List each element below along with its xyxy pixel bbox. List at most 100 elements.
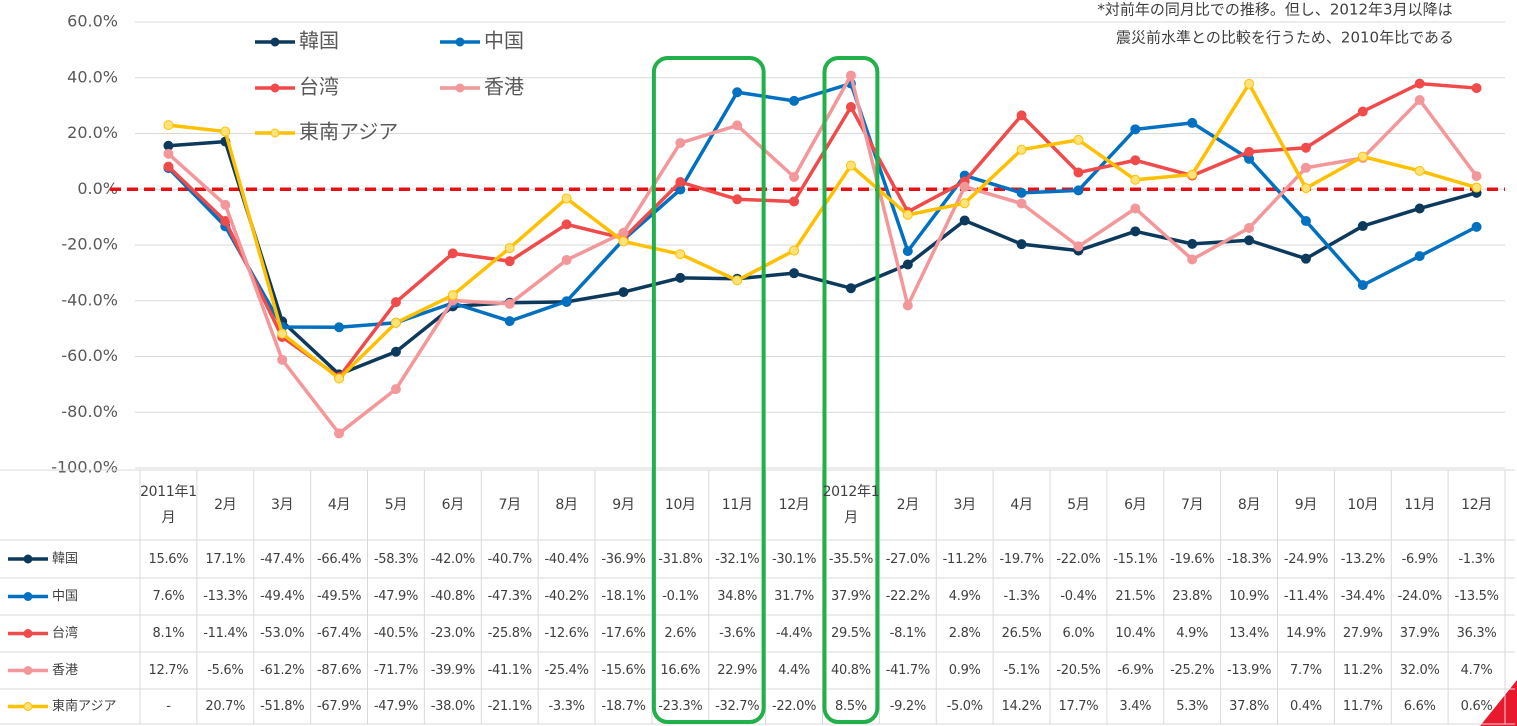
- legend-label: 韓国: [299, 29, 339, 53]
- table-value: 27.9%: [1342, 626, 1383, 641]
- data-point: [1130, 174, 1141, 185]
- data-point: [163, 148, 174, 159]
- legend-marker: [23, 592, 33, 601]
- table-value: -17.6%: [601, 626, 646, 641]
- data-point: [1130, 155, 1141, 166]
- data-point: [789, 196, 800, 207]
- table-value: -15.6%: [601, 663, 646, 678]
- table-value: -41.7%: [885, 663, 931, 678]
- legend-marker: [23, 666, 33, 675]
- legend-marker: [23, 702, 33, 711]
- table-value: 37.8%: [1229, 699, 1269, 714]
- data-point: [1414, 251, 1425, 262]
- data-point: [390, 317, 401, 328]
- data-point: [845, 102, 856, 113]
- table-value: -42.0%: [430, 551, 476, 567]
- x-tick-label: 2月: [896, 497, 920, 513]
- data-point: [1414, 78, 1425, 89]
- table-value: 4.9%: [948, 589, 981, 604]
- table-value: 17.1%: [205, 551, 246, 567]
- data-point: [1414, 203, 1425, 214]
- legend-marker: [270, 37, 280, 47]
- table-value: -9.2%: [889, 699, 927, 714]
- table-value: 14.9%: [1286, 626, 1326, 641]
- table-value: -67.4%: [316, 626, 362, 641]
- table-value: -19.7%: [999, 551, 1044, 567]
- data-point: [1187, 117, 1198, 128]
- table-row-name: 韓国: [52, 552, 78, 567]
- table-value: -31.8%: [658, 551, 703, 567]
- data-point: [845, 70, 856, 81]
- table-value: 16.6%: [660, 663, 701, 678]
- legend-marker: [23, 554, 33, 564]
- table-value: -8.1%: [889, 626, 927, 641]
- data-point: [1187, 169, 1198, 180]
- table-value: -6.9%: [1401, 551, 1439, 567]
- table-value: -24.0%: [1397, 589, 1443, 604]
- x-tick-label: 7月: [498, 497, 522, 513]
- legend-marker: [270, 83, 280, 93]
- data-point: [277, 354, 288, 365]
- data-point: [1244, 235, 1255, 246]
- table-value: -24.9%: [1283, 551, 1329, 567]
- x-tick-label: 7月: [1181, 497, 1204, 513]
- table-value: -23.3%: [658, 699, 703, 714]
- data-point: [277, 328, 288, 339]
- annotation: *対前年の同月比での推移。但し、2012年3月以降は: [1097, 1, 1452, 19]
- table-value: -25.8%: [487, 626, 533, 641]
- table-value: -49.5%: [316, 589, 362, 604]
- table-value: 37.9%: [831, 589, 871, 604]
- table-value: -32.7%: [715, 699, 760, 714]
- data-point: [561, 219, 572, 230]
- y-tick-label: 20.0%: [67, 123, 118, 142]
- legend-marker: [23, 629, 33, 638]
- table-value: -18.1%: [601, 589, 646, 604]
- data-point: [789, 171, 800, 182]
- data-point: [789, 245, 800, 256]
- highlight-box: [822, 56, 880, 724]
- data-point: [675, 177, 686, 188]
- data-point: [1357, 280, 1368, 291]
- x-tick-label: 10月: [664, 497, 696, 513]
- table-value: -21.1%: [487, 699, 533, 714]
- table-value: 32.0%: [1399, 663, 1440, 678]
- data-point: [504, 298, 515, 309]
- table-value: -1.3%: [1458, 551, 1495, 567]
- data-point: [1357, 106, 1368, 117]
- data-point: [1130, 124, 1141, 135]
- table-value: 31.7%: [774, 589, 814, 604]
- x-tick-label: 6月: [1124, 497, 1147, 513]
- data-point: [1187, 238, 1198, 249]
- y-tick-label: -40.0%: [61, 290, 118, 309]
- table-value: -66.4%: [316, 551, 362, 567]
- data-point: [845, 160, 856, 171]
- table-value: 7.6%: [152, 589, 185, 604]
- table-value: -49.4%: [260, 589, 305, 604]
- data-point: [959, 215, 970, 226]
- data-point: [390, 384, 401, 395]
- data-point: [1073, 185, 1084, 196]
- data-point: [1073, 241, 1084, 252]
- data-point: [1471, 171, 1482, 182]
- table-value: -13.2%: [1340, 551, 1386, 567]
- legend-label: 東南アジア: [299, 120, 398, 144]
- x-tick-label: 2月: [214, 497, 237, 513]
- data-point: [334, 322, 345, 333]
- data-point: [504, 256, 515, 267]
- data-point: [504, 316, 515, 327]
- data-point: [1357, 151, 1368, 162]
- table-value: -22.0%: [771, 699, 817, 714]
- legend-marker: [270, 128, 280, 138]
- table-value: -87.6%: [316, 663, 362, 678]
- table-value: -47.3%: [487, 589, 533, 604]
- table-value: -: [166, 699, 171, 714]
- table-value: -32.1%: [715, 551, 760, 567]
- table-value: -36.9%: [601, 551, 646, 567]
- table-value: 37.9%: [1399, 626, 1440, 641]
- x-tick-label: 11月: [721, 497, 753, 513]
- x-tick-label: 11月: [1404, 497, 1436, 513]
- x-tick-label: 5月: [1067, 497, 1090, 513]
- data-point: [902, 246, 913, 257]
- table-value: 0.6%: [1460, 699, 1493, 714]
